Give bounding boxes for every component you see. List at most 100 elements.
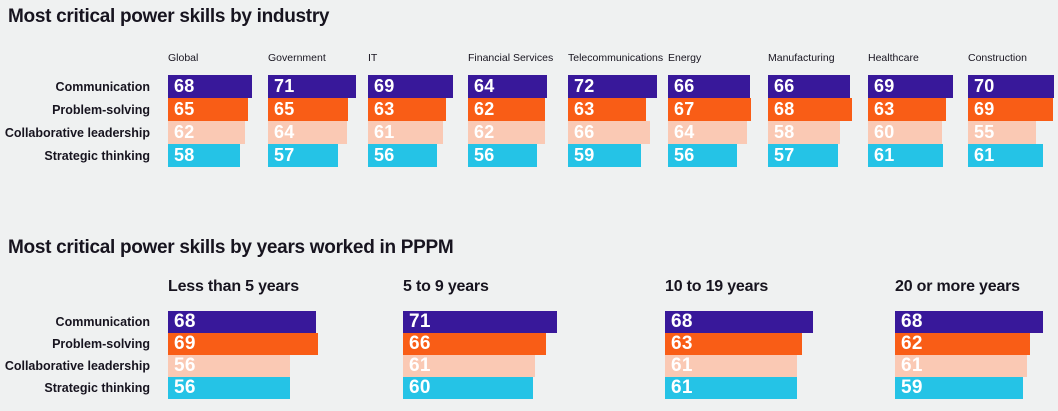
bar-value-label: 68 <box>774 99 795 119</box>
bar-value-label: 67 <box>674 99 695 119</box>
bar-column-it: IT 69 63 61 56 <box>368 52 468 167</box>
bar-value-label: 56 <box>174 377 196 398</box>
bar-column-manufacturing: Manufacturing 66 68 58 57 <box>768 52 868 167</box>
bar-column-5-to-9-years: 5 to 9 years 71 66 61 60 <box>403 278 623 399</box>
column-header: 10 to 19 years <box>665 278 769 295</box>
row-label-communication: Communication <box>55 79 150 94</box>
column-header: IT <box>368 52 378 64</box>
bar-communication: 69 <box>368 75 453 98</box>
bar-value-label: 68 <box>901 311 923 332</box>
bar-value-label: 66 <box>409 333 431 354</box>
bar-value-label: 65 <box>174 99 195 119</box>
bar-strategic-thinking: 56 <box>368 144 437 167</box>
bar-column-government: Government 71 65 64 57 <box>268 52 368 167</box>
bar-value-label: 61 <box>974 145 995 165</box>
bar-value-label: 63 <box>671 333 693 354</box>
bar-value-label: 56 <box>674 145 695 165</box>
bar-communication: 68 <box>168 311 316 333</box>
bar-strategic-thinking: 57 <box>768 144 838 167</box>
bar-value-label: 55 <box>974 122 995 142</box>
bar-column-20-or-more-years: 20 or more years 68 62 61 59 <box>895 278 1058 399</box>
bar-communication: 71 <box>268 75 356 98</box>
bar-communication: 66 <box>668 75 750 98</box>
bar-problem-solving: 63 <box>868 98 946 121</box>
bar-strategic-thinking: 56 <box>668 144 737 167</box>
column-header: Government <box>268 52 326 64</box>
bar-value-label: 66 <box>574 122 595 142</box>
bar-communication: 66 <box>768 75 850 98</box>
bar-problem-solving: 67 <box>668 98 751 121</box>
bar-value-label: 69 <box>174 333 196 354</box>
bar-problem-solving: 69 <box>968 98 1053 121</box>
bar-value-label: 71 <box>274 76 295 96</box>
bar-value-label: 63 <box>874 99 895 119</box>
bar-collaborative-leadership: 62 <box>468 121 545 144</box>
bar-value-label: 61 <box>874 145 895 165</box>
bar-value-label: 61 <box>374 122 395 142</box>
column-header: 5 to 9 years <box>403 278 489 295</box>
bar-strategic-thinking: 60 <box>403 377 533 399</box>
column-header: Less than 5 years <box>168 278 299 295</box>
bar-strategic-thinking: 61 <box>868 144 943 167</box>
bar-value-label: 61 <box>901 355 923 376</box>
bar-problem-solving: 65 <box>268 98 348 121</box>
bar-collaborative-leadership: 64 <box>668 121 747 144</box>
bar-value-label: 56 <box>174 355 196 376</box>
bar-value-label: 69 <box>374 76 395 96</box>
column-header: Financial Services <box>468 52 554 64</box>
bar-column-telecommunications: Telecommunications 72 63 66 59 <box>568 52 668 167</box>
bar-value-label: 64 <box>474 76 495 96</box>
column-header: Construction <box>968 52 1027 64</box>
bar-value-label: 57 <box>774 145 795 165</box>
bar-problem-solving: 62 <box>895 333 1030 355</box>
bar-column-global: Global 68 65 62 58 <box>168 52 268 167</box>
bar-value-label: 56 <box>374 145 395 165</box>
bar-value-label: 62 <box>474 122 495 142</box>
bar-communication: 68 <box>895 311 1043 333</box>
bar-value-label: 64 <box>674 122 695 142</box>
bar-problem-solving: 66 <box>403 333 546 355</box>
bar-collaborative-leadership: 61 <box>665 355 797 377</box>
bar-communication: 68 <box>168 75 252 98</box>
bar-problem-solving: 68 <box>768 98 852 121</box>
bar-value-label: 58 <box>774 122 795 142</box>
bar-problem-solving: 62 <box>468 98 545 121</box>
bar-value-label: 69 <box>974 99 995 119</box>
bar-strategic-thinking: 59 <box>568 144 641 167</box>
bar-communication: 68 <box>665 311 813 333</box>
bar-value-label: 69 <box>874 76 895 96</box>
bar-collaborative-leadership: 61 <box>403 355 535 377</box>
bar-value-label: 61 <box>671 377 693 398</box>
bar-value-label: 68 <box>174 76 195 96</box>
bar-collaborative-leadership: 58 <box>768 121 840 144</box>
bar-value-label: 65 <box>274 99 295 119</box>
bar-strategic-thinking: 56 <box>468 144 537 167</box>
column-header: Global <box>168 52 199 64</box>
bar-strategic-thinking: 56 <box>168 377 290 399</box>
row-label-problem-solving: Problem-solving <box>52 102 150 117</box>
bar-value-label: 63 <box>374 99 395 119</box>
bar-collaborative-leadership: 64 <box>268 121 347 144</box>
bar-value-label: 60 <box>874 122 895 142</box>
bar-value-label: 66 <box>674 76 695 96</box>
bar-collaborative-leadership: 61 <box>895 355 1027 377</box>
bar-value-label: 57 <box>274 145 295 165</box>
row-label-collaborative-leadership: Collaborative leadership <box>4 125 150 140</box>
bar-communication: 70 <box>968 75 1054 98</box>
bar-column-healthcare: Healthcare 69 63 60 61 <box>868 52 968 167</box>
column-header: Manufacturing <box>768 52 835 64</box>
bar-value-label: 61 <box>671 355 693 376</box>
bar-strategic-thinking: 61 <box>968 144 1043 167</box>
bar-value-label: 62 <box>174 122 195 142</box>
bar-problem-solving: 65 <box>168 98 248 121</box>
bar-value-label: 56 <box>474 145 495 165</box>
bar-collaborative-leadership: 66 <box>568 121 650 144</box>
chart-by-industry-title: Most critical power skills by industry <box>8 6 330 27</box>
bar-strategic-thinking: 58 <box>168 144 240 167</box>
bar-column-financial-services: Financial Services 64 62 62 56 <box>468 52 568 167</box>
column-header: Healthcare <box>868 52 919 64</box>
bar-column-construction: Construction 70 69 55 61 <box>968 52 1058 167</box>
bar-value-label: 70 <box>974 76 995 96</box>
bar-problem-solving: 63 <box>368 98 446 121</box>
bar-communication: 64 <box>468 75 547 98</box>
